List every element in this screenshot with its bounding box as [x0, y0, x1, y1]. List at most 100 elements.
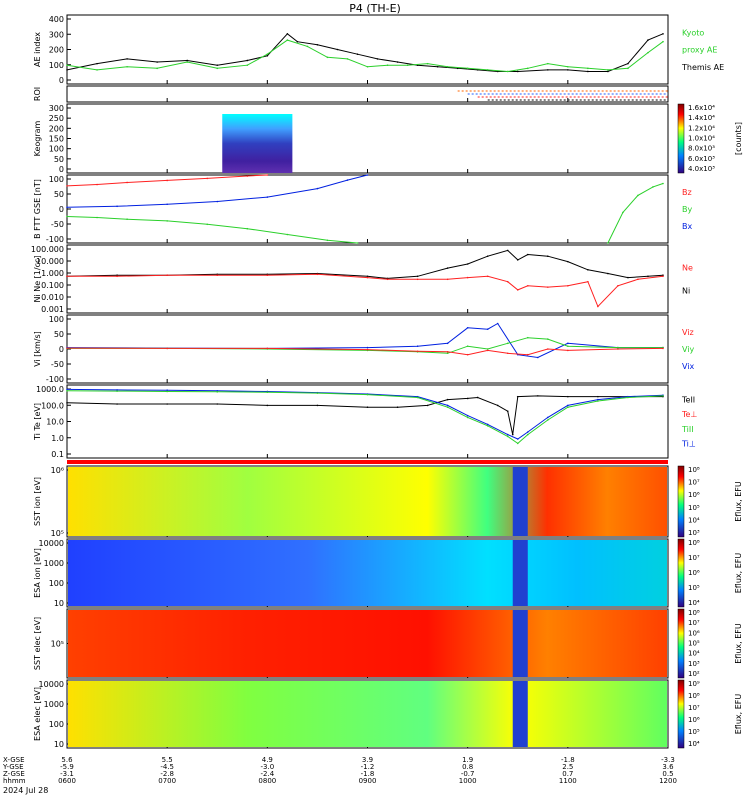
data-point-temperature [506, 433, 509, 436]
data-point-ae [547, 69, 549, 71]
data-point-ae [156, 67, 158, 70]
data-point-bfield [652, 186, 654, 188]
colorbar-tick-sst_ion: 10³ [688, 529, 700, 537]
data-point-ae [96, 69, 98, 71]
ytick-velocity: 0 [59, 345, 64, 354]
ytick-temperature: 10.0 [46, 418, 64, 427]
data-point-velocity [466, 326, 469, 329]
colorbar-sst_ion [677, 465, 685, 538]
series-line-velocity-1 [67, 337, 663, 354]
legend-temperature: TeII [681, 396, 695, 405]
data-point-density [116, 275, 118, 278]
data-point-ae [647, 39, 649, 41]
data-point-velocity [486, 328, 489, 330]
data-point-ae [436, 65, 439, 68]
colorbar-tick-keogram: 1.0x10⁴ [688, 135, 715, 143]
ytick-temperature: 1.0 [51, 434, 64, 443]
panel-frame-ae [66, 14, 669, 85]
data-point-velocity [416, 350, 419, 353]
ytick-keogram: 0 [59, 165, 64, 174]
data-point-temperature [466, 414, 469, 417]
data-point-ae [216, 67, 219, 70]
data-point-density [466, 263, 469, 265]
data-point-temperature [511, 433, 514, 436]
data-point-temperature [316, 404, 319, 407]
orbit-z-value: -3.1 [60, 770, 74, 778]
data-point-density [316, 273, 319, 276]
legend-bfield: Bx [682, 222, 692, 231]
panel-frame-density [66, 244, 669, 314]
series-line-bfield-2 [66, 174, 368, 208]
data-point-density [627, 276, 629, 279]
data-point-velocity [662, 347, 664, 350]
spectrogram-gap-esa_ion [512, 540, 528, 606]
data-point-density [567, 285, 569, 287]
data-point-temperature [216, 391, 219, 393]
data-point-temperature [506, 410, 509, 413]
ytick-velocity: 50 [54, 330, 64, 339]
data-point-bfield [266, 196, 269, 198]
data-point-bfield [246, 227, 249, 230]
orbit-y-value: 2.5 [562, 763, 573, 771]
orbit-x-value: 4.9 [262, 756, 273, 764]
colorbar-tick-keogram: 1.4x10⁴ [688, 114, 715, 122]
data-point-temperature [116, 389, 118, 391]
data-point-velocity [486, 348, 489, 350]
data-point-temperature [66, 402, 68, 404]
flag-bar [67, 460, 668, 464]
data-point-temperature [116, 403, 118, 405]
ytick-ae: 200 [49, 46, 64, 55]
legend-temperature: TiII [681, 425, 694, 434]
ytick-velocity: 100 [49, 315, 64, 324]
xtick-label: 0800 [258, 777, 276, 785]
ylabel-temperature: Ti Te [eV] [33, 403, 42, 441]
data-point-ae [506, 70, 509, 73]
orbit-y-value: -5.9 [60, 763, 74, 771]
data-point-velocity [486, 349, 489, 352]
data-point-temperature [476, 396, 479, 399]
data-point-temperature [466, 397, 469, 400]
data-point-ae [376, 58, 379, 60]
data-point-velocity [547, 348, 549, 350]
orbit-z-value: -0.7 [461, 770, 475, 778]
colorbar-tick-sst_elec: 10⁶ [688, 629, 700, 637]
orbit-row-label: Y-GSE [2, 763, 24, 771]
data-point-ae [246, 59, 249, 62]
data-point-ae [526, 67, 529, 70]
legend-velocity: Vix [682, 362, 695, 371]
colorbar-tick-esa_elec: 10⁵ [688, 728, 700, 736]
colorbar-tick-sst_ion: 10⁷ [688, 479, 700, 487]
ylabel-bfield: B FTT GSE [nT] [33, 179, 42, 239]
data-point-temperature [516, 395, 519, 398]
legend-bfield: Bz [682, 188, 692, 197]
data-point-velocity [496, 322, 499, 325]
orbit-row-label: hhmm [3, 777, 26, 785]
data-point-ae [286, 33, 289, 35]
data-point-velocity [567, 349, 569, 352]
colorbar-tick-esa_ion: 10⁶ [688, 569, 700, 577]
ytick-esa_elec: 1000 [44, 700, 64, 709]
data-point-ae [66, 69, 68, 71]
data-point-bfield [66, 215, 68, 218]
ytick-bfield: 0 [59, 205, 64, 214]
legend-bfield: By [682, 205, 692, 214]
orbit-z-value: -1.8 [361, 770, 375, 778]
data-point-temperature [567, 404, 569, 407]
data-point-temperature [446, 406, 449, 409]
orbit-y-value: 3.6 [662, 763, 674, 771]
ytick-ae: 0 [59, 76, 64, 85]
ytick-esa_ion: 10000 [39, 539, 64, 548]
data-point-ae [647, 51, 649, 54]
data-point-temperature [597, 400, 599, 402]
data-point-temperature [66, 388, 68, 391]
colorbar-esa_elec [677, 679, 685, 749]
data-point-bfield [286, 233, 289, 236]
ytick-keogram: 250 [49, 114, 64, 123]
data-point-density [547, 255, 549, 258]
data-point-density [587, 269, 589, 271]
data-point-density [486, 255, 489, 258]
data-point-ae [66, 64, 68, 66]
data-point-temperature [216, 403, 219, 405]
colorbar-tick-sst_elec: 10⁴ [688, 650, 700, 658]
data-point-ae [567, 69, 569, 71]
